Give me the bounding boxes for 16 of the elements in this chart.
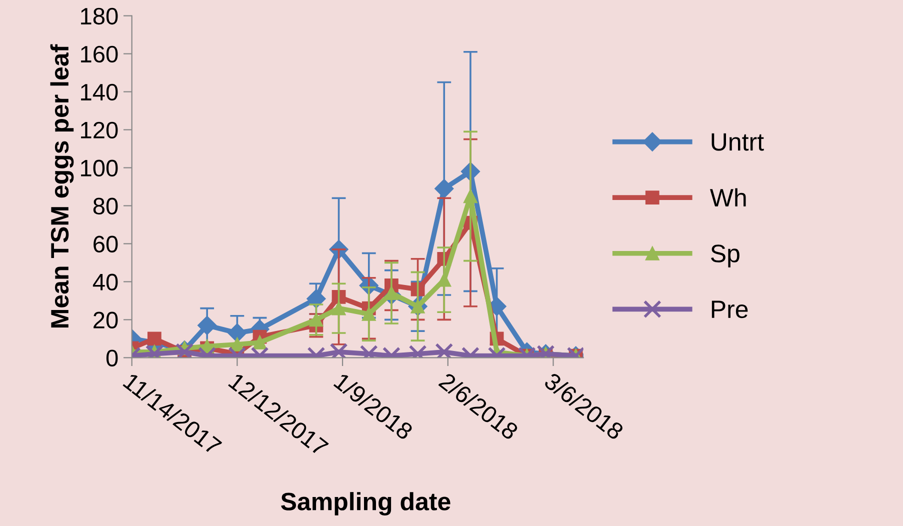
y-tick-label: 160 <box>81 46 118 63</box>
y-tick-label: 120 <box>81 122 118 139</box>
y-tick-label: 100 <box>81 160 118 177</box>
y-tick-label: 40 <box>92 274 118 290</box>
legend-label: Sp <box>711 244 740 268</box>
legend-label: Untrt <box>712 133 764 151</box>
legend-label: Wh <box>710 188 746 206</box>
x-axis-title: Sampling date <box>281 492 450 516</box>
y-tick-label: 60 <box>94 236 118 252</box>
y-tick-label: 140 <box>81 84 118 101</box>
y-axis-title: Mean TSM eggs per leaf <box>50 44 74 328</box>
y-tick-label: 80 <box>93 198 118 215</box>
y-tick-label: 0 <box>106 350 118 366</box>
y-tick-label: 180 <box>81 8 118 25</box>
y-tick-label: 20 <box>94 312 118 328</box>
legend-label: Pre <box>712 300 748 318</box>
